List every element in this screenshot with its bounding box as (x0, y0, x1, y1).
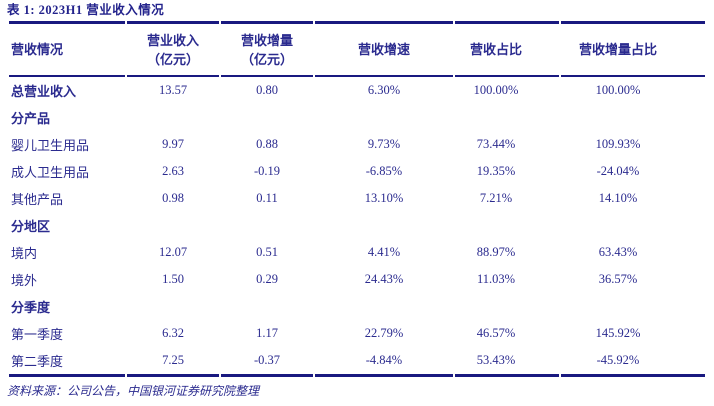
table-row-data: 境内 12.07 0.51 4.41% 88.97% 63.43% (9, 239, 705, 266)
column-header-share: 营收占比 (455, 21, 559, 77)
cell-revenue (127, 212, 219, 239)
table-header-row: 营收情况 营业收入 （亿元） 营收增量 （亿元） 营收增速 营收占比 营收增量占比 (9, 21, 705, 77)
cell-share (455, 212, 559, 239)
cell-revenue (127, 293, 219, 320)
cell-share: 19.35% (476, 164, 516, 178)
cell-increment: 0.29 (256, 272, 278, 286)
column-header-revenue: 营业收入 （亿元） (127, 21, 219, 77)
column-header-line: 营收增量 (240, 32, 293, 48)
cell-revenue: 1.50 (162, 272, 184, 286)
source-note: 资料来源：公司公告，中国银河证券研究院整理 (7, 384, 260, 398)
cell-growth (315, 212, 453, 239)
cell-share: 100.00% (473, 83, 519, 97)
row-label: 分地区 (11, 219, 51, 234)
cell-increment: 1.17 (256, 326, 278, 340)
table-row-data: 成人卫生用品 2.63 -0.19 -6.85% 19.35% -24.04% (9, 158, 705, 185)
cell-share: 73.44% (476, 137, 516, 151)
cell-growth: 13.10% (364, 191, 404, 205)
column-header-line: 营收情况 (11, 42, 64, 57)
column-header-line: 营收占比 (469, 42, 522, 57)
cell-increment-share (561, 293, 705, 320)
table-row-data: 第一季度 6.32 1.17 22.79% 46.57% 145.92% (9, 320, 705, 347)
cell-share: 11.03% (476, 272, 516, 286)
cell-increment-share (561, 212, 705, 239)
row-label: 婴儿卫生用品 (11, 138, 90, 153)
column-header-line: （亿元） (146, 51, 199, 67)
cell-revenue: 0.98 (162, 191, 184, 205)
column-header-line: 营收增速 (357, 42, 410, 57)
cell-increment: 0.51 (256, 245, 278, 259)
column-header-line: （亿元） (240, 51, 293, 67)
cell-increment (221, 212, 313, 239)
column-header-line: 营收增量占比 (578, 42, 657, 57)
row-label: 境外 (11, 273, 38, 288)
revenue-table: 营收情况 营业收入 （亿元） 营收增量 （亿元） 营收增速 营收占比 营收增量占比 总营业收入… (7, 21, 707, 377)
cell-growth: -4.84% (315, 347, 453, 377)
cell-increment: 0.80 (256, 83, 278, 97)
cell-growth: 22.79% (364, 326, 404, 340)
cell-revenue: 7.25 (127, 347, 219, 377)
row-label: 总营业收入 (11, 84, 77, 99)
cell-increment-share: 63.43% (598, 245, 638, 259)
cell-revenue: 12.07 (158, 245, 188, 259)
row-label: 分产品 (11, 111, 51, 126)
row-label: 分季度 (11, 300, 51, 315)
cell-increment-share: -45.92% (561, 347, 705, 377)
cell-growth: 24.43% (364, 272, 404, 286)
column-header-label: 营收情况 (9, 21, 125, 77)
table-row-data: 境外 1.50 0.29 24.43% 11.03% 36.57% (9, 266, 705, 293)
table-row-data: 婴儿卫生用品 9.97 0.88 9.73% 73.44% 109.93% (9, 131, 705, 158)
column-header-increment: 营收增量 （亿元） (221, 21, 313, 77)
table-row-data: 其他产品 0.98 0.11 13.10% 7.21% 14.10% (9, 185, 705, 212)
cell-share: 46.57% (476, 326, 516, 340)
cell-share: 53.43% (455, 347, 559, 377)
row-label: 境内 (11, 246, 38, 261)
cell-increment-share: 109.93% (595, 137, 641, 151)
cell-share (455, 293, 559, 320)
cell-share: 88.97% (476, 245, 516, 259)
cell-increment-share: 14.10% (598, 191, 638, 205)
cell-increment: 0.11 (256, 191, 278, 205)
column-header-line: 营业收入 (146, 32, 199, 48)
row-label: 第二季度 (9, 347, 125, 377)
cell-revenue: 6.32 (162, 326, 184, 340)
cell-revenue: 9.97 (162, 137, 184, 151)
cell-growth: 9.73% (367, 137, 401, 151)
cell-growth: 4.41% (367, 245, 401, 259)
cell-increment (221, 293, 313, 320)
cell-increment: -0.37 (221, 347, 313, 377)
row-label: 成人卫生用品 (11, 165, 90, 180)
table-row-section: 分产品 (9, 104, 705, 131)
cell-increment-share: 145.92% (595, 326, 641, 340)
cell-growth: 6.30% (367, 83, 401, 97)
table-row-section: 分季度 (9, 293, 705, 320)
cell-share (455, 104, 559, 131)
cell-increment: -0.19 (253, 164, 281, 178)
cell-increment (221, 104, 313, 131)
cell-growth (315, 293, 453, 320)
cell-increment: 0.88 (256, 137, 278, 151)
row-label: 其他产品 (11, 192, 64, 207)
cell-revenue: 2.63 (162, 164, 184, 178)
cell-increment-share: -24.04% (596, 164, 640, 178)
row-label: 第一季度 (11, 327, 64, 342)
table-title: 表 1: 2023H1 营业收入情况 (7, 3, 165, 17)
table-body: 总营业收入 13.57 0.80 6.30% 100.00% 100.00% 分产品婴儿卫生… (9, 77, 705, 377)
cell-increment-share: 100.00% (595, 83, 641, 97)
column-header-growth: 营收增速 (315, 21, 453, 77)
table-row-data: 第二季度 7.25 -0.37 -4.84% 53.43% -45.92% (9, 347, 705, 377)
cell-increment-share (561, 104, 705, 131)
cell-share: 7.21% (479, 191, 513, 205)
cell-growth: -6.85% (365, 164, 403, 178)
cell-revenue (127, 104, 219, 131)
table-row-total: 总营业收入 13.57 0.80 6.30% 100.00% 100.00% (9, 77, 705, 104)
column-header-increment-share: 营收增量占比 (561, 21, 705, 77)
cell-growth (315, 104, 453, 131)
table-row-section: 分地区 (9, 212, 705, 239)
cell-increment-share: 36.57% (598, 272, 638, 286)
cell-revenue: 13.57 (158, 83, 188, 97)
